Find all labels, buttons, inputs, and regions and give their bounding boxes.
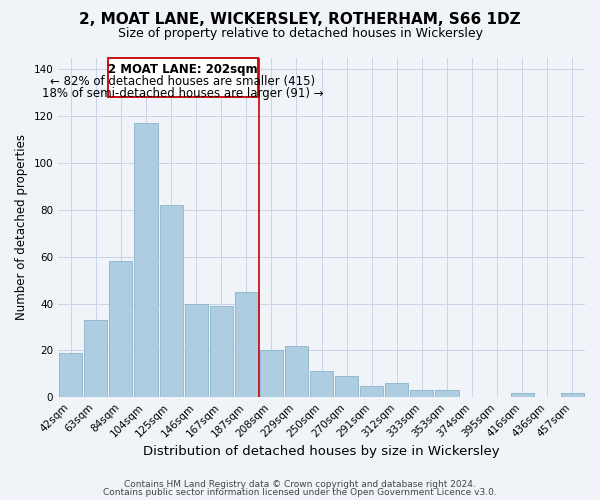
Text: Size of property relative to detached houses in Wickersley: Size of property relative to detached ho… (118, 28, 482, 40)
Bar (160, 205, 182, 397)
Bar (511, 392, 534, 397)
FancyBboxPatch shape (109, 58, 257, 98)
Bar (310, 372, 333, 397)
Bar (410, 390, 433, 397)
Bar (235, 292, 258, 397)
X-axis label: Distribution of detached houses by size in Wickersley: Distribution of detached houses by size … (143, 444, 500, 458)
Text: 2, MOAT LANE, WICKERSLEY, ROTHERHAM, S66 1DZ: 2, MOAT LANE, WICKERSLEY, ROTHERHAM, S66… (79, 12, 521, 28)
Y-axis label: Number of detached properties: Number of detached properties (15, 134, 28, 320)
Text: Contains public sector information licensed under the Open Government Licence v3: Contains public sector information licen… (103, 488, 497, 497)
Bar (134, 123, 158, 397)
Bar (260, 350, 283, 397)
Text: Contains HM Land Registry data © Crown copyright and database right 2024.: Contains HM Land Registry data © Crown c… (124, 480, 476, 489)
Bar (84, 320, 107, 397)
Bar (285, 346, 308, 397)
Text: 2 MOAT LANE: 202sqm: 2 MOAT LANE: 202sqm (108, 64, 258, 76)
Bar (59, 352, 82, 397)
Bar (109, 262, 133, 397)
Bar (436, 390, 458, 397)
Bar (561, 392, 584, 397)
Text: 18% of semi-detached houses are larger (91) →: 18% of semi-detached houses are larger (… (42, 87, 324, 100)
Bar (385, 383, 409, 397)
Bar (209, 306, 233, 397)
Bar (185, 304, 208, 397)
Text: ← 82% of detached houses are smaller (415): ← 82% of detached houses are smaller (41… (50, 75, 316, 88)
Bar (360, 386, 383, 397)
Bar (335, 376, 358, 397)
